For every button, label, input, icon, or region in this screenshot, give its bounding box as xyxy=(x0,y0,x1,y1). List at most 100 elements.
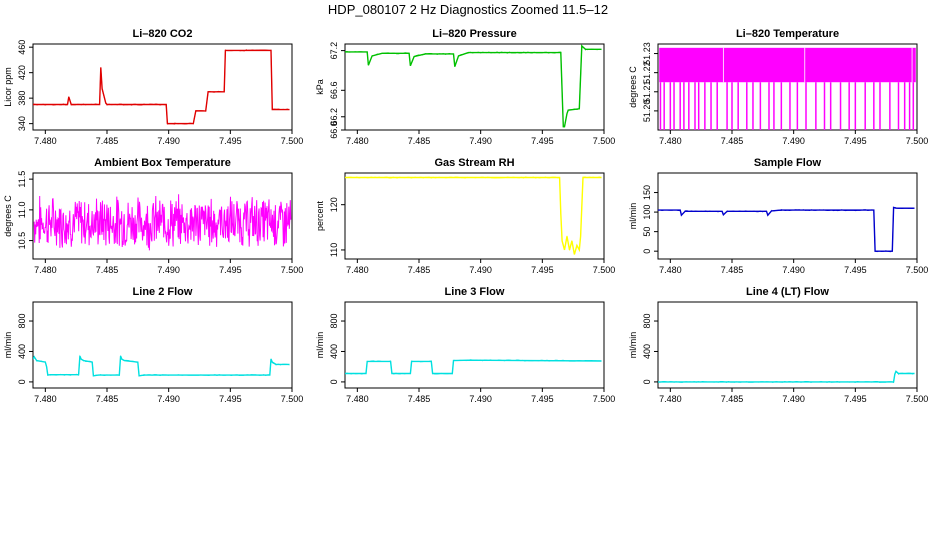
panel-6-ytick-label: 0 xyxy=(642,249,652,254)
panel-7-xtick-label: 7.480 xyxy=(34,394,57,404)
panel-3-series-group xyxy=(659,47,916,130)
panel-7-ylabel: ml/min xyxy=(3,332,13,359)
panel-9-ylabel: ml/min xyxy=(628,332,638,359)
panel-9-series-line xyxy=(658,370,915,383)
panel-5-xtick-label: 7.490 xyxy=(469,265,492,275)
panel-7-series-line xyxy=(33,355,290,377)
panel-3-xtick-label: 7.485 xyxy=(721,136,744,146)
panel-1-series-line xyxy=(33,49,290,125)
panel-7-xtick-label: 7.500 xyxy=(281,394,304,404)
panel-5-title: Gas Stream RH xyxy=(434,157,514,169)
panel-6-series-noise xyxy=(658,206,915,253)
panel-2-ytick-label: 67.2 xyxy=(329,42,339,60)
panel-3-ytick-label: 51.23 xyxy=(642,42,652,65)
panel-7-xtick-label: 7.490 xyxy=(157,394,180,404)
panel-8-xtick-label: 7.500 xyxy=(593,394,616,404)
panel-4-xtick-label: 7.485 xyxy=(96,265,119,275)
panel-8-ytick-label: 0 xyxy=(329,379,339,384)
panel-9-series-group xyxy=(658,370,915,384)
panel-8-series-group xyxy=(345,359,602,375)
panel-3-xtick-label: 7.500 xyxy=(906,136,929,146)
panel-6-ylabel: ml/min xyxy=(628,203,638,230)
panel-8-ylabel: ml/min xyxy=(315,332,325,359)
panel-1-ytick-label: 380 xyxy=(17,91,27,106)
panel-5-ylabel: percent xyxy=(315,200,325,231)
panel-2-ytick-label: 66.6 xyxy=(329,82,339,100)
panel-9-xtick-label: 7.480 xyxy=(659,394,682,404)
panel-6-xtick-label: 7.480 xyxy=(659,265,682,275)
panel-4-series-group xyxy=(33,194,292,251)
panel-1-series-noise xyxy=(33,49,290,125)
panel-6-xtick-label: 7.490 xyxy=(782,265,805,275)
panel-4-xtick-label: 7.495 xyxy=(219,265,242,275)
panel-3-ytick-label: 51.21 xyxy=(642,81,652,104)
panel-1-xtick-label: 7.480 xyxy=(34,136,57,146)
panel-8-series-noise xyxy=(345,359,602,375)
panel-9-xtick-label: 7.500 xyxy=(906,394,929,404)
panel-5-xtick-label: 7.480 xyxy=(346,265,369,275)
panel-3-ylabel: degrees C xyxy=(628,66,638,108)
panel-6-ytick-label: 150 xyxy=(642,185,652,200)
panel-4-xtick-label: 7.490 xyxy=(157,265,180,275)
panel-4-title: Ambient Box Temperature xyxy=(94,157,231,169)
panel-1-ylabel: Licor ppm xyxy=(3,67,13,107)
panel-7-frame xyxy=(32,301,293,389)
panel-6-ytick-label: 100 xyxy=(642,205,652,220)
panel-6-title: Sample Flow xyxy=(754,157,822,169)
panel-9-ytick-label: 0 xyxy=(642,379,652,384)
panel-3-xtick-label: 7.490 xyxy=(782,136,805,146)
panel-9-title: Line 4 (LT) Flow xyxy=(746,286,829,298)
panel-4-ytick-label: 11.5 xyxy=(17,171,27,188)
panel-4-frame xyxy=(32,172,293,260)
panel-2-frame xyxy=(344,43,605,131)
panel-2-xtick-label: 7.480 xyxy=(346,136,369,146)
panel-5-frame xyxy=(344,172,605,260)
panel-4-xtick-label: 7.500 xyxy=(281,265,304,275)
panel-5-xtick-label: 7.500 xyxy=(593,265,616,275)
panel-7-series-group xyxy=(33,354,290,377)
panel-7-ytick-label: 0 xyxy=(17,379,27,384)
panel-5-series-group xyxy=(345,176,602,255)
panel-8-frame xyxy=(344,301,605,389)
panel-1-xtick-label: 7.490 xyxy=(157,136,180,146)
panel-9-xtick-label: 7.495 xyxy=(844,394,867,404)
panel-5-xtick-label: 7.495 xyxy=(531,265,554,275)
panel-7-title: Line 2 Flow xyxy=(133,286,193,298)
panel-9-xtick-label: 7.485 xyxy=(721,394,744,404)
panel-4-ytick-label: 10.5 xyxy=(17,232,27,250)
panel-5-ytick-label: 110 xyxy=(329,243,339,257)
panel-8-ytick-label: 800 xyxy=(329,314,339,329)
panel-8-xtick-label: 7.495 xyxy=(531,394,554,404)
panel-1-series-group xyxy=(33,49,290,125)
panel-1-ytick-label: 340 xyxy=(17,116,27,131)
panel-3-frame xyxy=(657,43,918,131)
panel-2-xtick-label: 7.485 xyxy=(408,136,431,146)
panel-9-frame xyxy=(657,301,918,389)
panel-5-xtick-label: 7.485 xyxy=(408,265,431,275)
panel-4-ytick-label: 11.0 xyxy=(17,201,27,218)
panel-2-xtick-label: 7.495 xyxy=(531,136,554,146)
panel-5-series-noise xyxy=(345,176,602,255)
panel-3-xtick-label: 7.480 xyxy=(659,136,682,146)
panel-6-series-group xyxy=(658,206,915,253)
panel-2-xtick-label: 7.490 xyxy=(469,136,492,146)
panel-2-ytick-label: 66.0 xyxy=(329,121,339,139)
panel-8-xtick-label: 7.485 xyxy=(408,394,431,404)
panel-6-ytick-label: 50 xyxy=(642,227,652,237)
panel-6-series-line xyxy=(658,206,915,252)
panel-2-ytick-label: 66.2 xyxy=(329,108,339,126)
panel-7-series-noise xyxy=(33,354,290,377)
panel-6-frame xyxy=(657,172,918,260)
figure-title: HDP_080107 2 Hz Diagnostics Zoomed 11.5–… xyxy=(327,2,609,17)
panel-9-ytick-label: 800 xyxy=(642,314,652,329)
panel-8-title: Line 3 Flow xyxy=(445,286,505,298)
panel-8-ytick-label: 400 xyxy=(329,344,339,359)
panel-2-xtick-label: 7.500 xyxy=(593,136,616,146)
panel-1-xtick-label: 7.485 xyxy=(96,136,119,146)
panel-3-title: Li–820 Temperature xyxy=(736,28,839,40)
panel-6-xtick-label: 7.500 xyxy=(906,265,929,275)
panel-2-series-group xyxy=(345,44,602,128)
panel-1-ytick-label: 460 xyxy=(17,40,27,55)
